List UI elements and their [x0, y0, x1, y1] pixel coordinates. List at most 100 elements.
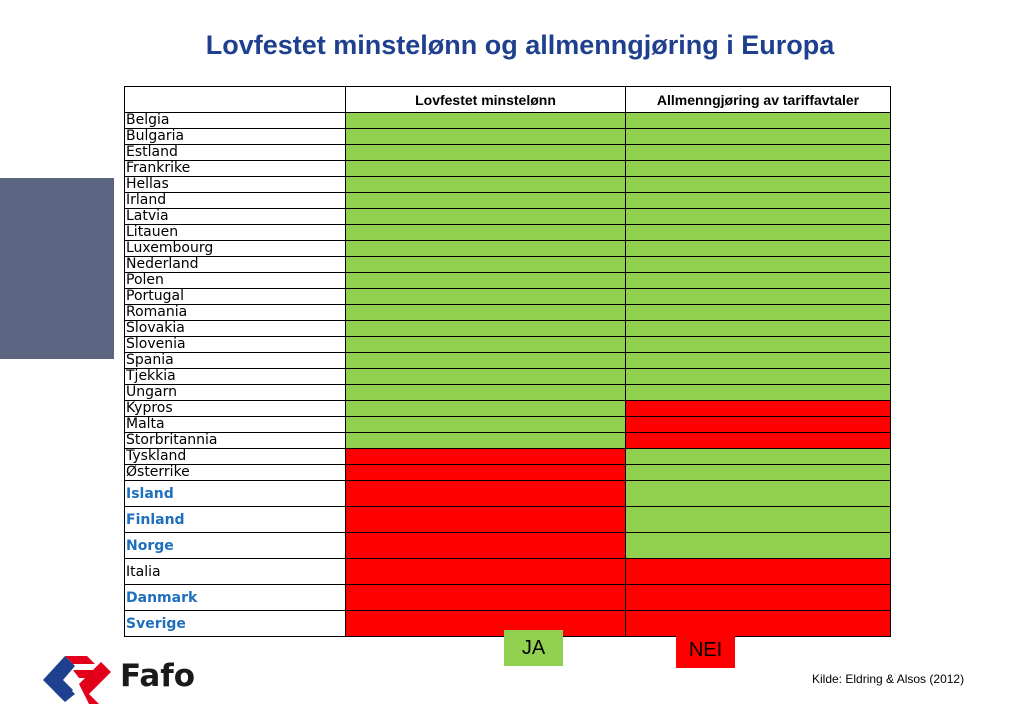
table-row: Bulgaria: [124, 128, 891, 145]
extension-cell: [625, 256, 891, 273]
country-table: Lovfestet minstelønn Allmenngjøring av t…: [124, 86, 891, 637]
table-row: Tyskland: [124, 448, 891, 465]
table-row: Storbritannia: [124, 432, 891, 449]
country-name: Østerrike: [124, 464, 346, 481]
country-name: Danmark: [124, 584, 346, 611]
extension-cell: [625, 320, 891, 337]
country-name: Polen: [124, 272, 346, 289]
minimum-wage-cell: [345, 480, 626, 507]
minimum-wage-cell: [345, 176, 626, 193]
legend-no: NEI: [676, 632, 735, 668]
extension-cell: [625, 368, 891, 385]
extension-cell: [625, 304, 891, 321]
table-row: Slovakia: [124, 320, 891, 337]
table-header-row: Lovfestet minstelønn Allmenngjøring av t…: [124, 86, 891, 113]
country-name: Luxembourg: [124, 240, 346, 257]
extension-cell: [625, 506, 891, 533]
table-row: Irland: [124, 192, 891, 209]
country-name: Italia: [124, 558, 346, 585]
table-row: Belgia: [124, 112, 891, 129]
extension-cell: [625, 384, 891, 401]
table-row: Malta: [124, 416, 891, 433]
extension-cell: [625, 480, 891, 507]
minimum-wage-cell: [345, 240, 626, 257]
minimum-wage-cell: [345, 160, 626, 177]
extension-cell: [625, 112, 891, 129]
extension-cell: [625, 464, 891, 481]
country-name: Estland: [124, 144, 346, 161]
table-row: Portugal: [124, 288, 891, 305]
table-row: Latvia: [124, 208, 891, 225]
minimum-wage-cell: [345, 368, 626, 385]
table-row: Litauen: [124, 224, 891, 241]
minimum-wage-cell: [345, 256, 626, 273]
minimum-wage-cell: [345, 208, 626, 225]
extension-cell: [625, 176, 891, 193]
legend-yes: JA: [504, 630, 563, 666]
table-row: Estland: [124, 144, 891, 161]
table-row: Kypros: [124, 400, 891, 417]
minimum-wage-cell: [345, 112, 626, 129]
country-name: Island: [124, 480, 346, 507]
country-name: Litauen: [124, 224, 346, 241]
extension-cell: [625, 352, 891, 369]
country-name: Hellas: [124, 176, 346, 193]
table-row: Østerrike: [124, 464, 891, 481]
extension-cell: [625, 208, 891, 225]
minimum-wage-cell: [345, 192, 626, 209]
extension-cell: [625, 288, 891, 305]
table-row: Finland: [124, 506, 891, 533]
minimum-wage-cell: [345, 336, 626, 353]
minimum-wage-cell: [345, 448, 626, 465]
country-name: Bulgaria: [124, 128, 346, 145]
decorative-side-bar: [0, 178, 114, 359]
fafo-logo-icon: [43, 656, 111, 704]
country-name: Slovakia: [124, 320, 346, 337]
extension-cell: [625, 272, 891, 289]
extension-cell: [625, 144, 891, 161]
extension-cell: [625, 432, 891, 449]
minimum-wage-cell: [345, 352, 626, 369]
country-name: Sverige: [124, 610, 346, 637]
table-row: Ungarn: [124, 384, 891, 401]
country-name: Tyskland: [124, 448, 346, 465]
country-name: Norge: [124, 532, 346, 559]
table-row: Slovenia: [124, 336, 891, 353]
minimum-wage-cell: [345, 304, 626, 321]
table-row: Danmark: [124, 584, 891, 611]
table-row: Island: [124, 480, 891, 507]
country-name: Ungarn: [124, 384, 346, 401]
minimum-wage-cell: [345, 432, 626, 449]
minimum-wage-cell: [345, 558, 626, 585]
minimum-wage-cell: [345, 224, 626, 241]
table-row: Polen: [124, 272, 891, 289]
country-name: Nederland: [124, 256, 346, 273]
table-row: Hellas: [124, 176, 891, 193]
minimum-wage-cell: [345, 320, 626, 337]
minimum-wage-cell: [345, 532, 626, 559]
extension-cell: [625, 240, 891, 257]
table-row: Italia: [124, 558, 891, 585]
extension-cell: [625, 160, 891, 177]
minimum-wage-cell: [345, 272, 626, 289]
table-row: Romania: [124, 304, 891, 321]
country-name: Tjekkia: [124, 368, 346, 385]
country-name: Portugal: [124, 288, 346, 305]
country-name: Slovenia: [124, 336, 346, 353]
table-row: Sverige: [124, 610, 891, 637]
table-row: Tjekkia: [124, 368, 891, 385]
country-name: Latvia: [124, 208, 346, 225]
minimum-wage-cell: [345, 144, 626, 161]
extension-cell: [625, 448, 891, 465]
table-row: Luxembourg: [124, 240, 891, 257]
minimum-wage-cell: [345, 584, 626, 611]
minimum-wage-cell: [345, 464, 626, 481]
extension-cell: [625, 610, 891, 637]
country-name: Finland: [124, 506, 346, 533]
country-name: Belgia: [124, 112, 346, 129]
country-name: Malta: [124, 416, 346, 433]
extension-cell: [625, 336, 891, 353]
country-name: Irland: [124, 192, 346, 209]
country-name: Storbritannia: [124, 432, 346, 449]
country-name: Romania: [124, 304, 346, 321]
